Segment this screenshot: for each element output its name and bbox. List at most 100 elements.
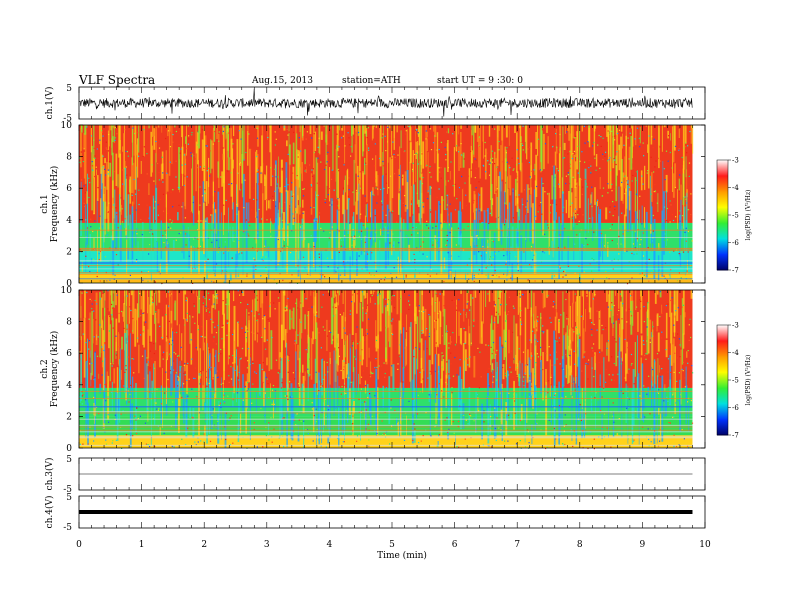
spectrogram-speckle xyxy=(508,392,510,394)
spectrogram-speckle xyxy=(139,415,141,417)
spectrogram-speckle xyxy=(624,338,626,340)
spectrogram-streak xyxy=(420,357,423,384)
spectrogram-speckle xyxy=(276,282,278,285)
spectrogram-speckle xyxy=(309,358,311,360)
spectrogram-speckle xyxy=(452,185,454,187)
spectrogram-speckle xyxy=(555,438,557,440)
spectrogram-speckle xyxy=(356,440,358,442)
spectrogram-streak xyxy=(100,326,102,354)
spectrogram-speckle xyxy=(446,204,448,206)
spectrogram-speckle xyxy=(140,334,142,336)
spectrogram-speckle xyxy=(450,363,452,365)
spectrogram-speckle xyxy=(655,382,657,384)
spectrogram-speckle xyxy=(402,202,404,204)
spectrogram-streak xyxy=(166,173,169,192)
spectrogram-speckle xyxy=(369,238,371,240)
colorbar-tick-label: -7 xyxy=(732,267,739,275)
spectrogram-streak xyxy=(210,406,213,429)
spectrogram-speckle xyxy=(678,372,680,374)
spectrogram-speckle xyxy=(281,207,283,209)
spectrogram-speckle xyxy=(510,371,512,373)
spectrogram-streak xyxy=(87,338,88,392)
spectrogram-speckle xyxy=(502,346,504,348)
spectrogram-streak xyxy=(460,328,462,346)
spectrogram-streak xyxy=(657,255,660,281)
spectrogram-speckle xyxy=(556,340,558,342)
spectrogram-speckle xyxy=(134,415,136,417)
spectrogram-speckle xyxy=(529,396,531,398)
spectrogram-streak xyxy=(223,178,224,236)
spectrogram-speckle xyxy=(691,365,693,367)
spectrogram-speckle xyxy=(679,220,681,222)
spectrogram-streak xyxy=(286,246,289,283)
spectrogram-streak xyxy=(569,160,571,168)
spectrogram-speckle xyxy=(246,327,248,329)
spectrogram-streak xyxy=(269,125,271,153)
spectrogram-speckle xyxy=(688,175,690,177)
spectrogram-streak xyxy=(679,253,682,267)
spectrogram-speckle xyxy=(543,331,545,333)
spectrogram-speckle xyxy=(178,144,180,146)
spectrogram-speckle xyxy=(194,158,196,160)
spectrogram-speckle xyxy=(567,174,569,176)
spectrogram-speckle xyxy=(450,255,452,257)
spectrogram-speckle xyxy=(596,199,599,201)
spectrogram-speckle xyxy=(253,332,255,334)
spectrogram-speckle xyxy=(484,155,486,157)
spectrogram-speckle xyxy=(342,135,344,137)
spectrogram-speckle xyxy=(469,413,471,415)
spectrogram-speckle xyxy=(494,152,496,154)
spectrogram-speckle xyxy=(369,374,371,376)
spectrogram-speckle xyxy=(148,391,150,393)
spectrogram-streak xyxy=(238,210,240,254)
spectrogram-speckle xyxy=(398,174,400,176)
spectrogram-streak xyxy=(93,158,95,214)
spectrogram-speckle xyxy=(445,153,447,156)
spectrogram-streak xyxy=(99,125,101,145)
spectrogram-streak xyxy=(567,125,569,131)
spectrogram-streak xyxy=(654,290,657,304)
spectrogram-speckle xyxy=(256,295,258,297)
spectrogram-speckle xyxy=(265,376,267,378)
spectrogram-speckle xyxy=(516,366,518,368)
spectrogram-speckle xyxy=(193,432,195,434)
spectrogram-speckle xyxy=(79,161,81,163)
spectrogram-streak xyxy=(415,306,417,324)
spectrogram-speckle xyxy=(142,331,144,333)
spectrogram-speckle xyxy=(601,195,604,197)
spectrogram-streak xyxy=(344,340,346,358)
spectrogram-speckle xyxy=(184,163,186,165)
spectrogram-speckle xyxy=(674,352,676,354)
spectrogram-speckle xyxy=(665,191,667,193)
spectrogram-speckle xyxy=(516,375,518,377)
spectrogram-speckle xyxy=(112,440,114,442)
spectrogram-streak xyxy=(138,344,140,374)
spectrogram-speckle xyxy=(634,247,636,249)
spectrogram-speckle xyxy=(295,241,297,244)
spectrogram-streak xyxy=(660,413,662,440)
spectrogram-speckle xyxy=(389,175,392,177)
spectrogram-speckle xyxy=(504,202,506,204)
spectrogram-speckle xyxy=(260,172,262,174)
spectrogram-speckle xyxy=(414,428,416,430)
spectrogram-streak xyxy=(478,192,479,236)
spectrogram-speckle xyxy=(391,157,393,159)
spectrogram-streak xyxy=(101,297,103,328)
spectrogram-speckle xyxy=(207,271,209,273)
spectrogram-speckle xyxy=(301,404,303,406)
spectrogram-speckle xyxy=(446,234,448,237)
spectrogram-speckle xyxy=(306,131,308,133)
spectrogram-speckle xyxy=(507,414,510,416)
spectrogram-streak xyxy=(282,227,283,253)
spectrogram-speckle xyxy=(401,176,403,179)
spectrogram-speckle xyxy=(338,230,340,232)
spectrogram-speckle xyxy=(110,363,112,365)
spectrogram-speckle xyxy=(492,240,495,243)
spectrogram-speckle xyxy=(337,437,339,439)
ch1-waveform-ylabel: ch.1(V) xyxy=(44,87,55,120)
spectrogram-speckle xyxy=(173,351,175,354)
spectrogram-streak xyxy=(665,399,667,417)
spectrogram-speckle xyxy=(343,441,345,443)
spectrogram-speckle xyxy=(209,175,211,177)
spectrogram-streak xyxy=(223,176,225,206)
